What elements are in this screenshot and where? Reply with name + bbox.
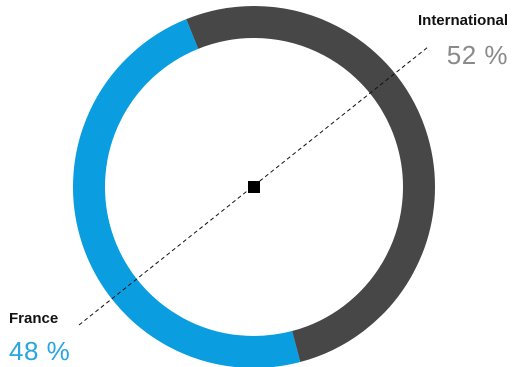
data-label-international: 52 %: [446, 40, 508, 70]
center-marker: [248, 181, 260, 193]
leader-line: [78, 46, 429, 326]
legend-label-international: International: [417, 12, 508, 29]
slice-international: [186, 6, 435, 362]
donut-slices: [73, 6, 435, 367]
legend-label-france: France: [9, 310, 59, 327]
slice-france: [73, 19, 301, 367]
data-label-france: 48 %: [9, 336, 71, 366]
